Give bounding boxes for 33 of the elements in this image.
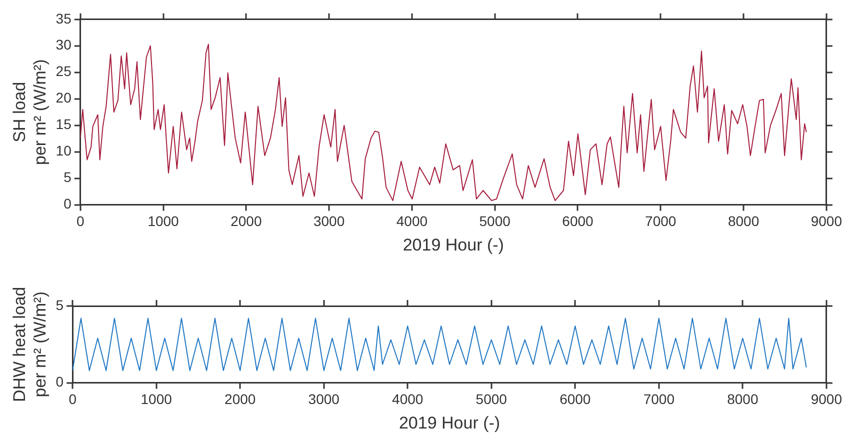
y-tick-label: 0 [64, 196, 72, 212]
y-tick-label: 30 [56, 36, 72, 53]
x-tick-label: 4000 [396, 213, 428, 230]
x-tick-label: 7000 [645, 213, 676, 230]
x-tick-label: 1000 [148, 213, 180, 230]
y-tick-label: 20 [56, 90, 72, 106]
x-tick-label: 0 [76, 213, 84, 230]
x-tick-label: 2000 [224, 391, 256, 408]
x-tick-label: 1000 [140, 391, 172, 408]
x-axis-title: 2019 Hour (-) [398, 413, 500, 432]
y-axis-title: SH load per m² (W/m²) [10, 59, 50, 165]
y-tick-label: 15 [56, 116, 72, 132]
x-tick-label: 8000 [728, 213, 760, 230]
x-tick-label: 9000 [810, 391, 842, 408]
y-tick-label: 5 [56, 296, 64, 313]
x-tick-label: 6000 [560, 391, 591, 408]
y-axis-title: DHW heat load per m² (W/m²) [10, 286, 50, 402]
y-tick-label: 35 [56, 10, 72, 26]
x-tick-label: 3000 [308, 391, 340, 408]
x-tick-label: 6000 [562, 213, 594, 230]
y-tick-label: 10 [56, 142, 72, 159]
x-tick-label: 5000 [476, 391, 508, 408]
x-tick-label: 9000 [810, 213, 842, 230]
x-tick-label: 3000 [313, 213, 345, 230]
x-tick-label: 5000 [479, 213, 511, 230]
x-axis-title: 2019 Hour (-) [402, 235, 504, 254]
x-tick-label: 4000 [392, 391, 424, 408]
y-tick-label: 25 [56, 63, 72, 80]
x-tick-label: 7000 [643, 391, 675, 408]
x-tick-label: 2000 [230, 213, 262, 230]
y-tick-label: 0 [56, 374, 64, 390]
x-tick-label: 8000 [727, 391, 758, 408]
y-tick-label: 5 [64, 169, 72, 186]
